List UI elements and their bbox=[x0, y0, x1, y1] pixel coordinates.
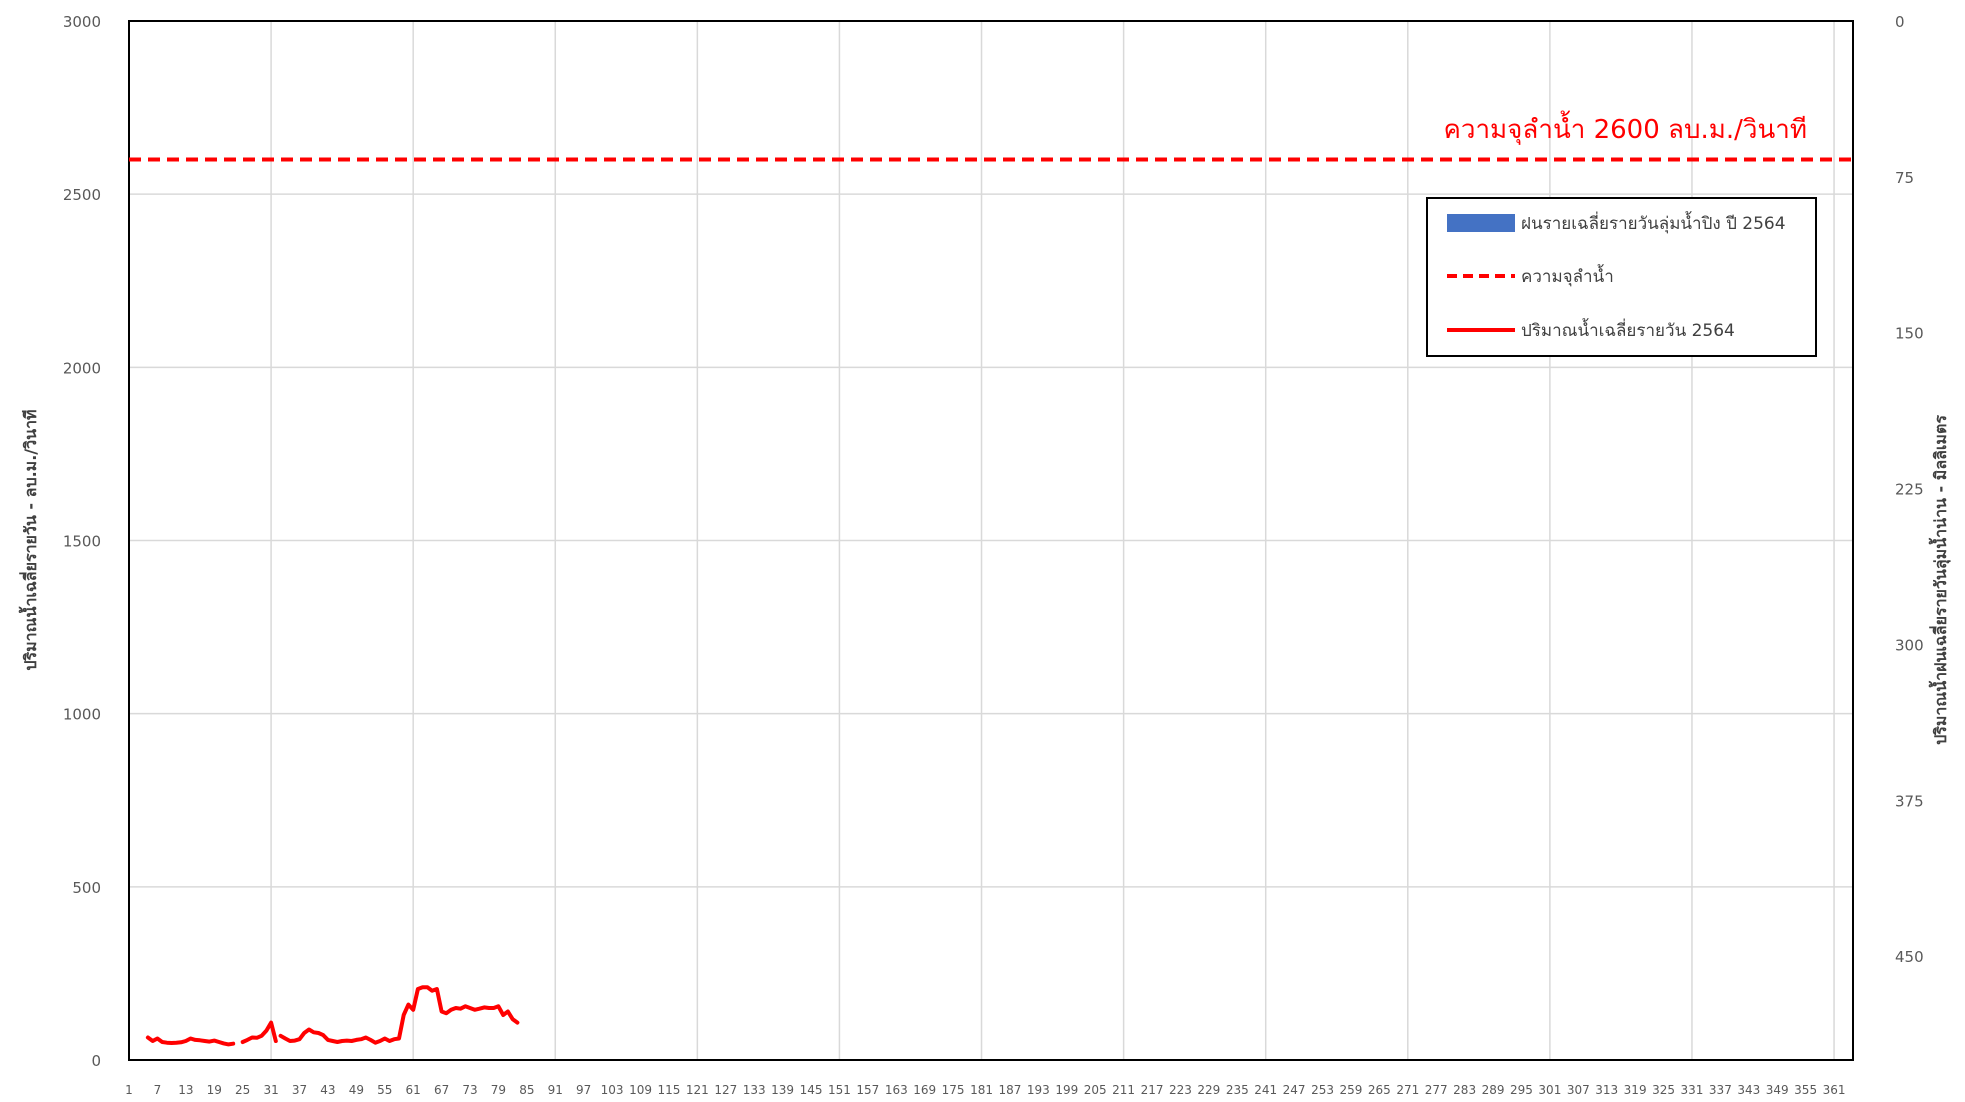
x-tick-label: 325 bbox=[1652, 1083, 1675, 1097]
y2-axis-ticks: 0 75 150 225 300 375 450 bbox=[1895, 13, 1924, 966]
x-tick-label: 295 bbox=[1510, 1083, 1533, 1097]
x-tick-label: 217 bbox=[1141, 1083, 1164, 1097]
x-tick-label: 211 bbox=[1112, 1083, 1135, 1097]
x-tick-label: 103 bbox=[601, 1083, 624, 1097]
x-tick-label: 7 bbox=[154, 1083, 162, 1097]
x-tick-label: 91 bbox=[548, 1083, 563, 1097]
x-tick-label: 61 bbox=[406, 1083, 421, 1097]
x-tick-label: 331 bbox=[1681, 1083, 1704, 1097]
x-tick-label: 343 bbox=[1737, 1083, 1760, 1097]
y2-tick-label: 450 bbox=[1895, 948, 1924, 966]
flow-series-line bbox=[240, 1020, 278, 1044]
x-tick-label: 283 bbox=[1453, 1083, 1476, 1097]
x-tick-label: 355 bbox=[1794, 1083, 1817, 1097]
x-tick-label: 349 bbox=[1766, 1083, 1789, 1097]
x-tick-label: 301 bbox=[1538, 1083, 1561, 1097]
y2-tick-label: 300 bbox=[1895, 636, 1924, 654]
x-tick-label: 115 bbox=[657, 1083, 680, 1097]
x-tick-label: 361 bbox=[1823, 1083, 1846, 1097]
x-tick-label: 157 bbox=[856, 1083, 879, 1097]
x-tick-label: 289 bbox=[1482, 1083, 1505, 1097]
x-tick-label: 73 bbox=[462, 1083, 477, 1097]
y-tick-label: 1000 bbox=[63, 706, 101, 724]
y-axis-ticks: 0 500 1000 1500 2000 2500 3000 bbox=[63, 13, 101, 1070]
x-tick-label: 277 bbox=[1425, 1083, 1448, 1097]
y2-tick-label: 0 bbox=[1895, 13, 1905, 31]
x-tick-label: 319 bbox=[1624, 1083, 1647, 1097]
x-tick-label: 145 bbox=[800, 1083, 823, 1097]
y2-axis-title: ปริมาณน้ำฝนเฉลี่ยรายวันลุ่มน้ำน่าน - มิล… bbox=[1928, 415, 1951, 745]
x-tick-label: 19 bbox=[207, 1083, 222, 1097]
x-tick-label: 205 bbox=[1084, 1083, 1107, 1097]
legend-swatch-rain bbox=[1447, 214, 1515, 232]
x-tick-label: 121 bbox=[686, 1083, 709, 1097]
x-tick-label: 187 bbox=[998, 1083, 1021, 1097]
x-tick-label: 67 bbox=[434, 1083, 449, 1097]
x-tick-label: 97 bbox=[576, 1083, 591, 1097]
y-tick-label: 3000 bbox=[63, 13, 101, 31]
x-tick-label: 265 bbox=[1368, 1083, 1391, 1097]
x-tick-label: 271 bbox=[1396, 1083, 1419, 1097]
x-tick-label: 175 bbox=[942, 1083, 965, 1097]
x-tick-label: 313 bbox=[1595, 1083, 1618, 1097]
x-tick-label: 307 bbox=[1567, 1083, 1590, 1097]
x-tick-label: 259 bbox=[1340, 1083, 1363, 1097]
x-tick-label: 247 bbox=[1283, 1083, 1306, 1097]
x-tick-label: 37 bbox=[292, 1083, 307, 1097]
y-tick-label: 2500 bbox=[63, 186, 101, 204]
flow-layer bbox=[145, 985, 520, 1047]
legend-label-capacity: ความจุลำน้ำ bbox=[1521, 264, 1614, 287]
plot-area-border bbox=[128, 20, 1854, 1061]
x-tick-label: 25 bbox=[235, 1083, 250, 1097]
x-tick-label: 43 bbox=[320, 1083, 335, 1097]
x-tick-label: 13 bbox=[178, 1083, 193, 1097]
y2-tick-label: 225 bbox=[1895, 481, 1924, 499]
x-tick-label: 181 bbox=[970, 1083, 993, 1097]
legend-label-flow: ปริมาณน้ำเฉลี่ยรายวัน 2564 bbox=[1521, 318, 1735, 341]
x-tick-label: 31 bbox=[263, 1083, 278, 1097]
gridlines bbox=[129, 20, 1853, 1061]
legend: ฝนรายเฉลี่ยรายวันลุ่มน้ำปิง ปี 2564 ความ… bbox=[1426, 197, 1817, 357]
x-tick-label: 337 bbox=[1709, 1083, 1732, 1097]
x-tick-label: 85 bbox=[519, 1083, 534, 1097]
x-tick-label: 223 bbox=[1169, 1083, 1192, 1097]
x-tick-label: 139 bbox=[771, 1083, 794, 1097]
x-tick-label: 79 bbox=[491, 1083, 506, 1097]
x-tick-label: 193 bbox=[1027, 1083, 1050, 1097]
x-tick-label: 109 bbox=[629, 1083, 652, 1097]
y-tick-label: 0 bbox=[91, 1052, 101, 1070]
y2-tick-label: 75 bbox=[1895, 169, 1914, 187]
x-tick-label: 49 bbox=[349, 1083, 364, 1097]
y2-tick-label: 375 bbox=[1895, 792, 1924, 810]
x-tick-label: 241 bbox=[1254, 1083, 1277, 1097]
y-tick-label: 1500 bbox=[63, 533, 101, 551]
y-tick-label: 500 bbox=[72, 879, 101, 897]
flow-series-line bbox=[145, 1035, 236, 1047]
x-tick-label: 253 bbox=[1311, 1083, 1334, 1097]
x-tick-label: 133 bbox=[743, 1083, 766, 1097]
x-tick-label: 151 bbox=[828, 1083, 851, 1097]
x-tick-label: 199 bbox=[1055, 1083, 1078, 1097]
y-tick-label: 2000 bbox=[63, 359, 101, 377]
y2-tick-label: 150 bbox=[1895, 325, 1924, 343]
y-axis-title: ปริมาณน้ำเฉลี่ยรายวัน - ลบ.ม./วินาที bbox=[18, 409, 40, 670]
x-tick-label: 163 bbox=[885, 1083, 908, 1097]
flow-series-line bbox=[278, 985, 520, 1045]
x-tick-label: 229 bbox=[1197, 1083, 1220, 1097]
x-tick-label: 1 bbox=[125, 1083, 133, 1097]
x-tick-label: 127 bbox=[714, 1083, 737, 1097]
x-tick-label: 55 bbox=[377, 1083, 392, 1097]
x-tick-label: 235 bbox=[1226, 1083, 1249, 1097]
capacity-annotation: ความจุลำน้ำ 2600 ลบ.ม./วินาที bbox=[1443, 110, 1807, 145]
x-axis-ticks: 1 7 13 19 25 31 37 43 49 55 61 67 73 79 85 91 97 103 109 11… bbox=[125, 1083, 1845, 1097]
legend-label-rain: ฝนรายเฉลี่ยรายวันลุ่มน้ำปิง ปี 2564 bbox=[1521, 211, 1786, 234]
x-tick-label: 169 bbox=[913, 1083, 936, 1097]
